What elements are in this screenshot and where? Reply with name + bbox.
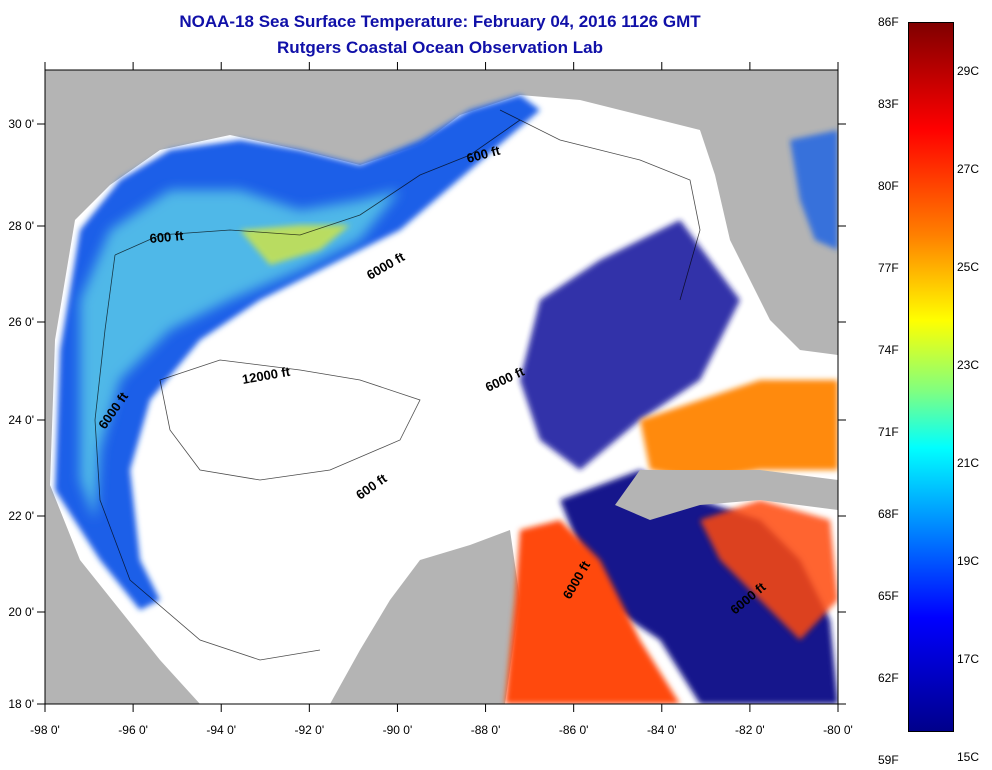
x-tick-label: -80 0': [823, 723, 853, 737]
x-tick-label: -84 0': [647, 723, 677, 737]
colorbar-celsius-label: 29C: [957, 64, 980, 78]
warm-water-caribbean: [700, 500, 838, 640]
y-tick-label: 20 0': [8, 605, 34, 619]
colorbar-celsius-label: 21C: [957, 456, 980, 470]
x-tick-label: -92 0': [295, 723, 325, 737]
y-tick-label: 22 0': [8, 509, 34, 523]
colorbar-fahrenheit-label: 68F: [878, 507, 899, 521]
x-tick-label: -98 0': [30, 723, 60, 737]
colorbar-fahrenheit-label: 86F: [878, 15, 899, 29]
x-axis: -98 0' -96 0' -94 0' -92 0' -90 0' -88 0' -86 …: [30, 62, 853, 737]
y-tick-label: 26 0': [8, 315, 34, 329]
colorbar-celsius-label: 15C: [957, 750, 980, 764]
x-tick-label: -82 0': [735, 723, 765, 737]
cuba-land: [615, 470, 838, 520]
colorbar-fahrenheit-label: 71F: [878, 425, 899, 439]
temperature-colorbar: [908, 22, 954, 732]
warm-water-yucatan: [505, 520, 680, 704]
colorbar-celsius-label: 17C: [957, 652, 980, 666]
contour-label: 600 ft: [149, 228, 185, 246]
x-tick-label: -96 0': [118, 723, 148, 737]
shelf-water-cyan: [80, 190, 400, 520]
y-tick-label: 18 0': [8, 697, 34, 711]
warm-water-florida-straits: [640, 380, 838, 480]
chart-subtitle: Rutgers Coastal Ocean Observation Lab: [277, 38, 603, 57]
colorbar-fahrenheit-label: 74F: [878, 343, 899, 357]
y-tick-label: 30 0': [8, 117, 34, 131]
colorbar-fahrenheit-label: 59F: [878, 753, 899, 767]
shelf-water-yellow: [240, 225, 350, 265]
colorbar-celsius-label: 19C: [957, 554, 980, 568]
yucatan-land: [330, 530, 520, 704]
colorbar-celsius-label: 27C: [957, 162, 980, 176]
x-tick-label: -90 0': [383, 723, 413, 737]
colorbar-celsius-label: 25C: [957, 260, 980, 274]
x-tick-label: -88 0': [471, 723, 501, 737]
depth-contours: [94, 109, 701, 661]
x-tick-label: -94 0': [206, 723, 236, 737]
colorbar-celsius-label: 23C: [957, 358, 980, 372]
colorbar-fahrenheit-label: 62F: [878, 671, 899, 685]
colorbar-fahrenheit-label: 80F: [878, 179, 899, 193]
colorbar-fahrenheit-label: 77F: [878, 261, 899, 275]
colorbar-fahrenheit-label: 83F: [878, 97, 899, 111]
y-tick-label: 24 0': [8, 413, 34, 427]
map-frame: [44, 69, 839, 705]
y-tick-label: 28 0': [8, 219, 34, 233]
colorbar-fahrenheit-label: 65F: [878, 589, 899, 603]
x-tick-label: -86 0': [559, 723, 589, 737]
y-axis: 30 0' 28 0' 26 0' 24 0' 22 0' 20 0' 18 0': [8, 117, 846, 711]
chart-title: NOAA-18 Sea Surface Temperature: Februar…: [179, 12, 701, 31]
atlantic-water: [790, 130, 838, 250]
